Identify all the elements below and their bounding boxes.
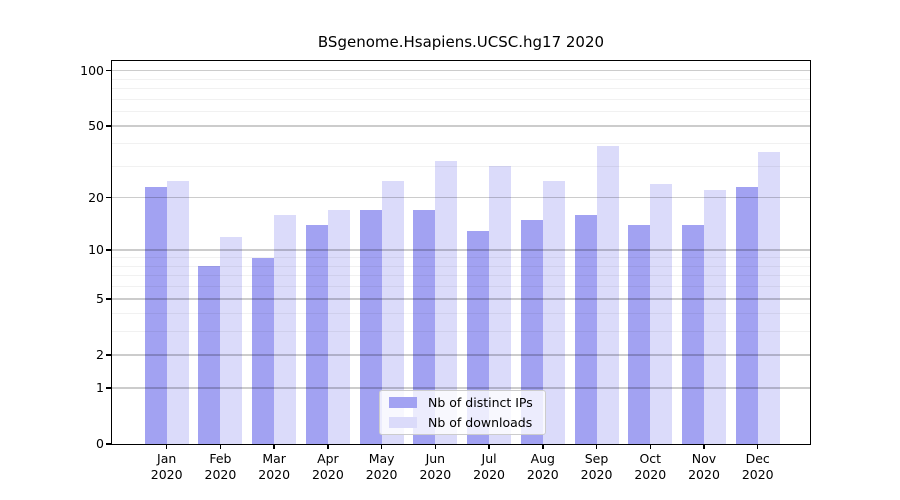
chart-title: BSgenome.Hsapiens.UCSC.hg17 2020 [317,33,605,51]
x-tick-may [380,444,383,449]
legend-item-distinct-ips: Nb of distinct IPs [380,394,545,411]
x-tick-label-aug: Aug 2020 [526,451,559,482]
legend-label-distinct-ips: Nb of distinct IPs [428,395,533,410]
plot-border [110,59,811,445]
y-tick-label-2: 2 [96,347,104,363]
legend-item-downloads: Nb of downloads [380,414,545,431]
y-tick-label-20: 20 [88,189,104,205]
x-tick-jan [166,444,168,449]
y-tick-label-50: 50 [88,118,104,134]
x-tick-label-sep: Sep 2020 [580,451,613,482]
y-tick-label-1: 1 [96,379,104,395]
x-tick-label-jun: Jun 2020 [419,451,452,482]
x-tick-label-mar: Mar 2020 [258,451,291,482]
x-tick-jul [488,444,490,449]
y-tick-label-0: 0 [96,436,104,451]
x-tick-apr [327,444,329,449]
x-tick-jun [434,444,437,449]
legend-swatch-distinct-ips [389,397,417,408]
y-tick-label-10: 10 [88,242,104,258]
x-tick-label-may: May 2020 [365,451,398,482]
x-tick-label-oct: Oct 2020 [634,451,667,482]
y-tick-label-5: 5 [96,291,104,307]
x-tick-label-nov: Nov 2020 [688,451,720,482]
legend: Nb of distinct IPs Nb of downloads [379,390,546,435]
x-tick-sep [595,444,598,449]
x-tick-label-jul: Jul 2020 [473,451,505,482]
x-tick-label-dec: Dec 2020 [741,451,774,482]
x-tick-label-apr: Apr 2020 [311,451,344,482]
x-tick-nov [703,444,705,449]
y-tick-label-100: 100 [80,62,104,78]
x-tick-label-jan: Jan 2020 [150,451,183,482]
x-tick-dec [757,444,759,449]
x-tick-mar [273,444,275,449]
x-tick-label-feb: Feb 2020 [204,451,237,482]
legend-label-downloads: Nb of downloads [428,415,533,430]
x-tick-oct [649,444,651,449]
x-tick-feb [219,444,222,449]
x-tick-aug [542,444,544,449]
legend-swatch-downloads [389,417,417,428]
